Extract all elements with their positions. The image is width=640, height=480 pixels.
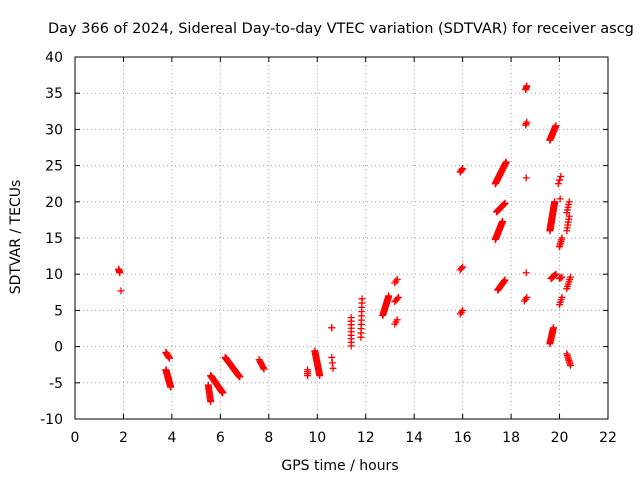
data-point [502,158,510,166]
data-point [236,373,244,381]
data-point [554,180,562,188]
data-point [558,273,566,281]
y-tick-label: -10 [40,412,63,428]
data-point [557,172,565,180]
data-point [316,372,324,380]
data-point [117,287,125,295]
chart-title: Day 366 of 2024, Sidereal Day-to-day VTE… [48,21,634,37]
data-point [523,293,531,301]
data-point [552,270,560,278]
data-point [522,174,530,182]
data-point [556,195,564,203]
data-point [329,364,337,372]
data-point [347,314,355,322]
data-point [358,295,366,303]
data-point [549,324,557,332]
y-tick-label: 25 [45,159,63,175]
data-point [457,264,465,272]
data-point [501,276,509,284]
y-tick-label: 40 [45,50,63,66]
data-point [459,164,467,172]
x-tick-label: 14 [405,430,423,446]
data-point [394,293,402,301]
y-tick-label: 5 [54,303,63,319]
data-point [385,292,393,300]
y-tick-label: 35 [45,86,63,102]
x-tick-label: 20 [551,430,569,446]
x-tick-label: 2 [119,430,128,446]
data-point [552,122,560,130]
x-tick-label: 18 [502,430,520,446]
data-point [551,198,559,206]
data-point [566,273,574,281]
data-point [501,199,509,207]
data-point [522,269,530,277]
x-tick-label: 8 [264,430,273,446]
y-tick-label: 0 [54,340,63,356]
data-point [393,316,401,324]
data-point [557,274,565,282]
x-tick-label: 10 [308,430,326,446]
x-tick-labels: 0 2 4 6 8 10 12 14 16 18 20 22 [71,430,617,446]
x-tick-label: 4 [167,430,176,446]
data-point [165,354,173,362]
plot-frame [74,56,609,420]
data-point [328,324,336,332]
y-tick-labels: -10 -5 0 5 10 15 20 25 30 35 40 [40,50,63,428]
data-point [304,372,312,380]
data-point [523,118,531,126]
data-point [565,212,573,220]
data-point [393,295,401,303]
data-point [499,217,507,225]
x-tick-label: 6 [216,430,225,446]
axis-ticks [74,56,609,420]
x-tick-label: 12 [357,430,375,446]
x-axis-label: GPS time / hours [281,458,398,474]
y-axis-label: SDTVAR / TECUs [8,180,24,295]
data-point [393,275,401,283]
data-point [566,361,574,369]
grid [75,57,608,419]
x-tick-label: 16 [454,430,472,446]
data-points [115,82,574,406]
data-point [556,176,564,184]
data-point [116,269,124,277]
data-point [459,263,467,271]
data-point [167,383,175,391]
data-point [558,234,566,242]
data-point [565,198,573,206]
x-tick-label: 22 [599,430,617,446]
data-point [260,365,268,373]
y-tick-label: 10 [45,267,63,283]
y-tick-label: -5 [49,376,63,392]
y-tick-label: 20 [45,195,63,211]
data-point [207,398,215,406]
x-tick-label: 0 [71,430,80,446]
data-point [259,364,267,372]
data-point [558,293,566,301]
data-point [523,82,531,90]
data-point [458,166,466,174]
y-tick-label: 15 [45,231,63,247]
data-point [459,306,467,314]
data-point [219,389,227,397]
y-tick-label: 30 [45,122,63,138]
